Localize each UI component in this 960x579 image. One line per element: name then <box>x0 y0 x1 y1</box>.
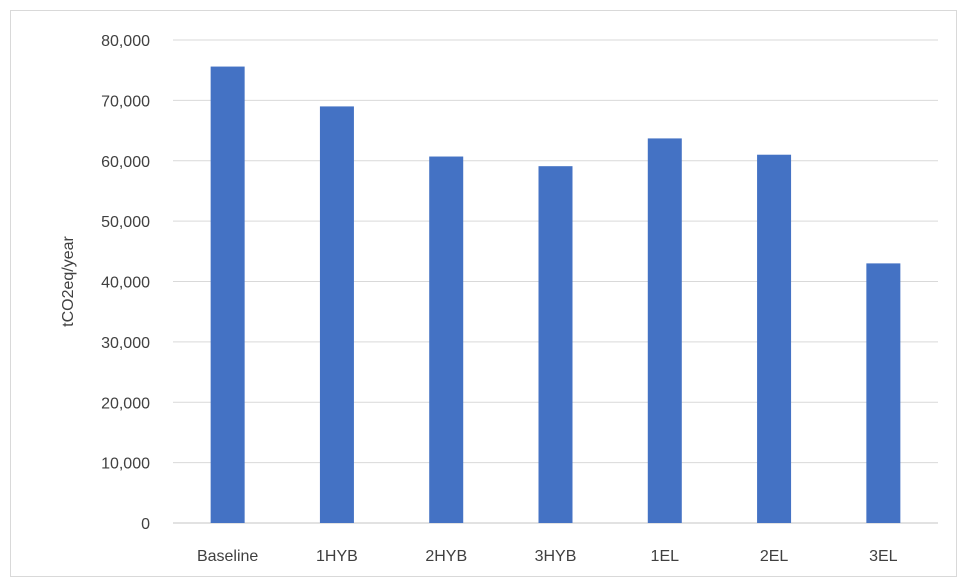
y-axis-title: tCO2eq/year <box>60 235 77 326</box>
bar-3el <box>866 263 901 523</box>
x-tick-label: Baseline <box>197 548 258 565</box>
y-axis-ticks: 0 10,000 20,000 30,000 40,000 50,000 60,000 70,… <box>101 33 150 533</box>
x-axis-ticks: Baseline 1HYB 2HYB 3HYB 1EL 2EL 3EL <box>197 548 898 565</box>
x-tick-label: 2EL <box>760 548 789 565</box>
x-tick-label: 1EL <box>651 548 680 565</box>
x-tick-label: 3HYB <box>535 548 577 565</box>
bar-1hyb <box>319 106 354 523</box>
x-tick-label: 3EL <box>869 548 898 565</box>
y-tick-label: 60,000 <box>101 154 150 171</box>
y-tick-label: 0 <box>141 516 150 533</box>
x-tick-label: 2HYB <box>425 548 467 565</box>
y-tick-label: 50,000 <box>101 214 150 231</box>
y-tick-label: 70,000 <box>101 93 150 110</box>
y-tick-label: 20,000 <box>101 395 150 412</box>
chart-frame <box>10 10 957 577</box>
bar-2hyb <box>429 156 464 523</box>
y-tick-label: 10,000 <box>101 456 150 473</box>
x-tick-label: 1HYB <box>316 548 358 565</box>
bar-2el <box>757 154 792 523</box>
y-tick-label: 30,000 <box>101 335 150 352</box>
bar-3hyb <box>538 166 573 523</box>
bar-1el <box>647 138 682 523</box>
y-tick-label: 40,000 <box>101 275 150 292</box>
y-tick-label: 80,000 <box>101 33 150 50</box>
bar-baseline <box>210 66 245 523</box>
bars <box>210 66 901 523</box>
